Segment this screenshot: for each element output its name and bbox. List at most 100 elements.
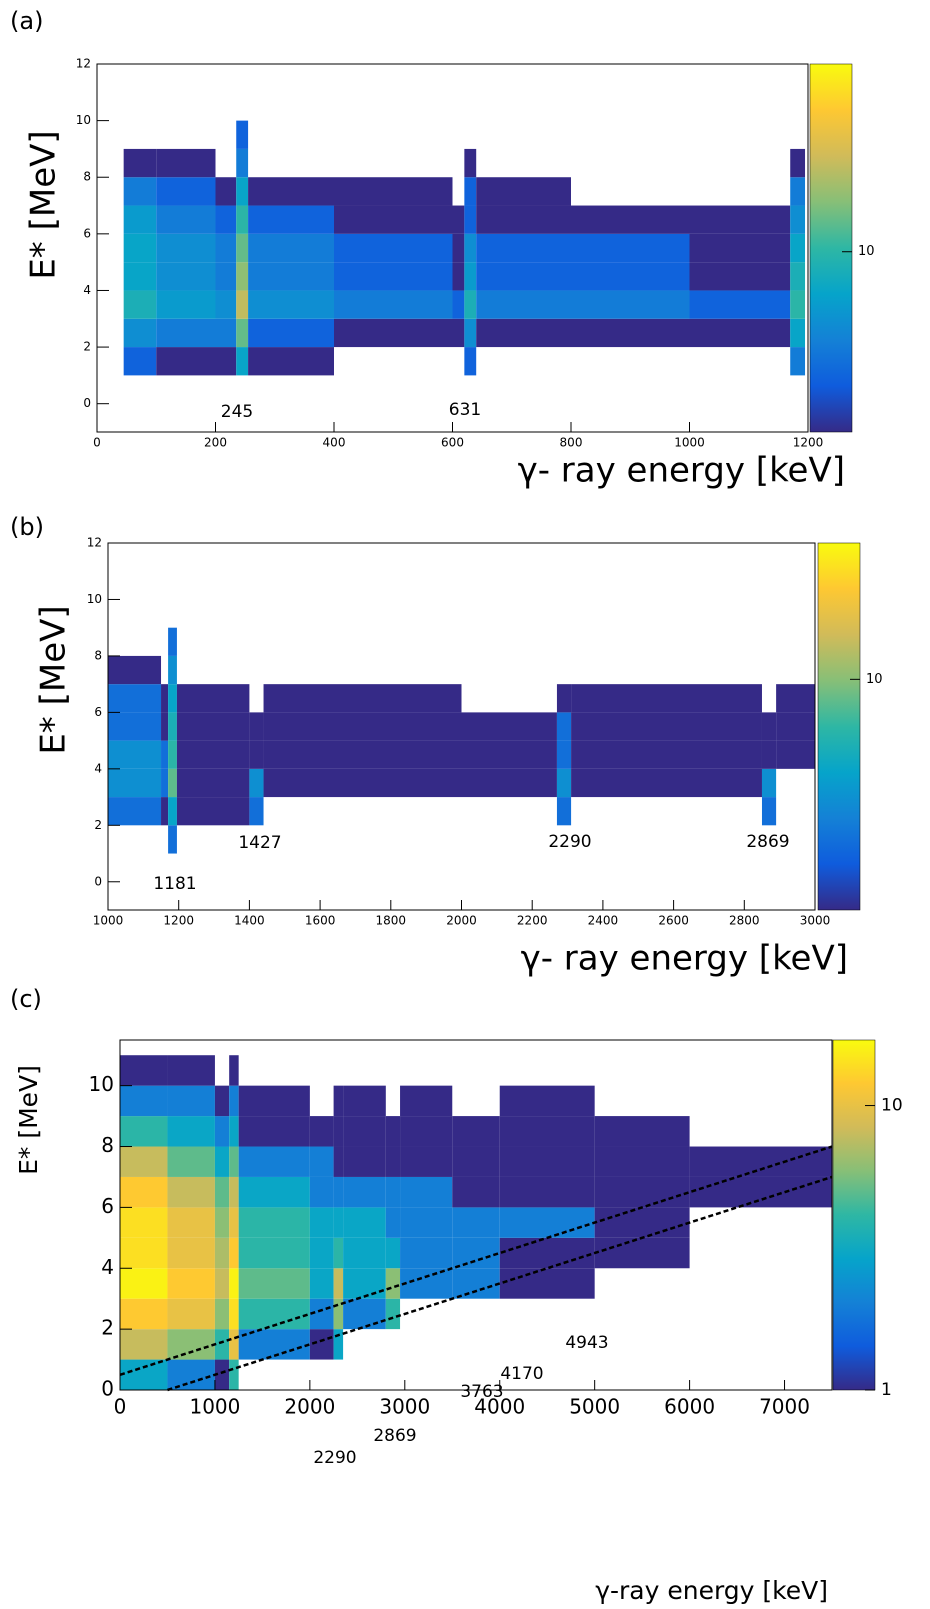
heat-cell: [156, 148, 216, 178]
heat-cell: [309, 1146, 334, 1177]
colorbar-tick-label: 10: [881, 1096, 903, 1116]
heat-cell: [248, 347, 334, 376]
heat-cell: [161, 797, 169, 826]
heat-cell: [214, 1298, 230, 1330]
heat-cell: [248, 262, 334, 291]
heat-cell: [309, 1176, 334, 1208]
peak-annotation: 1181: [153, 874, 196, 894]
x-tick-label: 1400: [234, 913, 265, 927]
heat-cell: [333, 1085, 344, 1117]
heat-cell: [556, 768, 572, 798]
heat-cell: [229, 1207, 239, 1238]
heat-cell: [236, 262, 249, 291]
heat-cell: [790, 177, 806, 206]
heat-cell: [168, 655, 177, 685]
x-tick-label: 2200: [517, 913, 548, 927]
heat-cell: [776, 740, 815, 769]
heat-cell: [343, 1207, 386, 1238]
heat-cell: [476, 262, 571, 291]
heat-cell: [248, 205, 334, 234]
heat-cell: [309, 1298, 334, 1330]
x-tick-label: 1600: [305, 913, 336, 927]
heat-cell: [461, 740, 557, 769]
heat-cell: [689, 1176, 832, 1208]
heat-cell: [689, 290, 791, 319]
heat-cell: [167, 1359, 215, 1390]
heat-cell: [571, 233, 690, 263]
cut-line: [119, 1145, 833, 1376]
x-tick-label: 600: [441, 435, 464, 449]
heat-cell: [249, 797, 264, 826]
heat-cell: [236, 177, 249, 206]
heat-cell: [156, 347, 216, 376]
heat-cell: [452, 1207, 500, 1238]
heat-cell: [161, 684, 169, 713]
heat-cell: [120, 1268, 168, 1299]
heat-cell: [499, 1176, 595, 1208]
heat-cell: [108, 740, 162, 769]
heat-cell: [385, 1298, 401, 1330]
x-tick-label: 6000: [664, 1395, 715, 1419]
heat-cell: [464, 205, 477, 234]
heat-cell: [333, 1237, 344, 1269]
y-tick-label: 6: [94, 705, 102, 719]
heat-cell: [333, 1329, 344, 1360]
heat-cell: [229, 1268, 239, 1299]
heat-cell: [215, 205, 237, 234]
y-tick-label: 10: [76, 113, 91, 127]
heat-cell: [571, 684, 762, 713]
heat-cell: [215, 290, 237, 319]
y-tick-label: 12: [76, 57, 91, 71]
heat-cell: [776, 684, 815, 713]
heat-cell: [334, 262, 453, 291]
heat-cell: [214, 1176, 230, 1208]
x-tick-label: 0: [93, 435, 101, 449]
heat-cell: [120, 1055, 168, 1086]
heat-cell: [334, 290, 453, 319]
x-tick-label: 2600: [658, 913, 689, 927]
heat-cell: [499, 1207, 595, 1238]
heat-cell: [238, 1116, 310, 1147]
heat-cell: [334, 318, 453, 348]
y-tick-label: 10: [89, 1072, 114, 1096]
peak-annotation: 1427: [238, 833, 281, 853]
heat-cell: [400, 1176, 453, 1208]
heat-cell: [452, 1268, 500, 1299]
heat-cell: [215, 177, 237, 206]
heat-cell: [761, 797, 777, 826]
heat-cell: [571, 318, 690, 348]
heat-cell: [229, 1146, 239, 1177]
panel-label: (b): [10, 513, 44, 541]
heat-cell: [167, 1268, 215, 1299]
heat-cell: [385, 1237, 401, 1269]
heat-cell: [790, 262, 806, 291]
heat-cell: [214, 1146, 230, 1177]
heat-cell: [168, 768, 177, 798]
y-tick-label: 10: [87, 592, 102, 606]
peak-annotation: 2290: [548, 832, 591, 852]
y-tick-label: 6: [83, 226, 91, 240]
heat-cell: [176, 797, 250, 826]
peak-annotation: 4170: [500, 1364, 543, 1384]
heat-cell: [215, 233, 237, 263]
y-axis-label: E* [MeV]: [14, 1065, 43, 1175]
heat-cell: [476, 290, 571, 319]
heat-cell: [309, 1116, 334, 1147]
heat-cell: [123, 177, 157, 206]
heat-cell: [452, 290, 465, 319]
heat-cell: [461, 712, 557, 741]
y-tick-label: 6: [101, 1194, 114, 1218]
x-tick-label: 200: [204, 435, 227, 449]
x-tick-label: 0: [114, 1395, 127, 1419]
heat-cell: [236, 347, 249, 376]
heat-cell: [167, 1237, 215, 1269]
peak-annotation: 2869: [373, 1426, 416, 1446]
x-tick-label: 3000: [379, 1395, 430, 1419]
x-tick-label: 2000: [284, 1395, 335, 1419]
y-tick-label: 0: [94, 874, 102, 888]
heat-cell: [176, 740, 250, 769]
heat-cell: [400, 1268, 453, 1299]
heat-cell: [161, 712, 169, 741]
x-tick-label: 800: [560, 435, 583, 449]
heat-cell: [263, 684, 462, 713]
